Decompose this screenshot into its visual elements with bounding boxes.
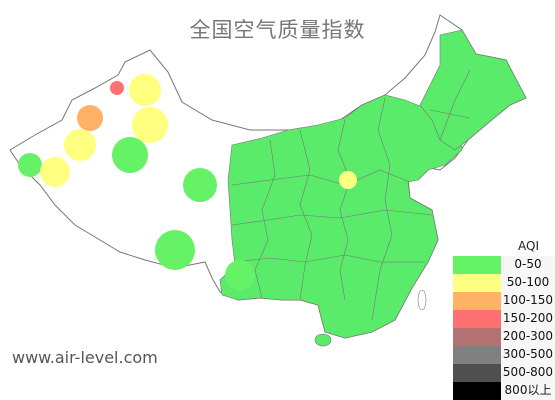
site-watermark: www.air-level.com xyxy=(12,348,158,367)
province-borders xyxy=(231,69,471,321)
station-reading xyxy=(112,137,148,173)
northeast-region xyxy=(419,29,527,151)
legend-item: 200-300 xyxy=(453,328,555,346)
station-reading xyxy=(40,157,70,187)
station-reading xyxy=(339,171,357,189)
station-reading xyxy=(77,105,103,131)
map-land xyxy=(9,14,527,347)
legend-item: 500-800 xyxy=(453,364,555,382)
legend-swatch xyxy=(453,346,501,364)
aqi-legend: AQI 0-50 50-100 100-150 150-200 200-300 … xyxy=(453,236,555,400)
legend-label: 300-500 xyxy=(501,346,555,364)
eastern-region xyxy=(219,94,463,339)
legend-swatch xyxy=(453,310,501,328)
station-reading xyxy=(18,153,42,177)
legend-item: 800以上 xyxy=(453,382,555,400)
station-reading xyxy=(129,74,161,106)
legend-item: 50-100 xyxy=(453,274,555,292)
station-reading xyxy=(225,260,255,290)
legend-swatch xyxy=(453,292,501,310)
legend-swatch xyxy=(453,256,501,274)
legend-swatch xyxy=(453,364,501,382)
station-readings xyxy=(18,74,357,290)
legend-label: 100-150 xyxy=(501,292,555,310)
legend-label: 500-800 xyxy=(501,364,555,382)
legend-label: 150-200 xyxy=(501,310,555,328)
legend-rows: 0-50 50-100 100-150 150-200 200-300 300-… xyxy=(453,256,555,400)
map-title: 全国空气质量指数 xyxy=(189,18,366,42)
station-reading xyxy=(183,168,217,202)
legend-title: AQI xyxy=(518,239,539,253)
station-reading xyxy=(132,107,168,143)
taiwan-island xyxy=(417,289,427,311)
hainan-island xyxy=(314,333,332,347)
legend-label: 200-300 xyxy=(501,328,555,346)
station-reading xyxy=(155,230,195,270)
legend-item: 100-150 xyxy=(453,292,555,310)
station-reading xyxy=(64,129,96,161)
legend-item: 150-200 xyxy=(453,310,555,328)
legend-label: 0-50 xyxy=(501,256,555,274)
legend-item: 0-50 xyxy=(453,256,555,274)
legend-label: 50-100 xyxy=(501,274,555,292)
legend-swatch xyxy=(453,382,501,400)
legend-swatch xyxy=(453,274,501,292)
legend-swatch xyxy=(453,328,501,346)
station-reading xyxy=(110,81,124,95)
legend-item: 300-500 xyxy=(453,346,555,364)
legend-label: 800以上 xyxy=(501,382,555,400)
